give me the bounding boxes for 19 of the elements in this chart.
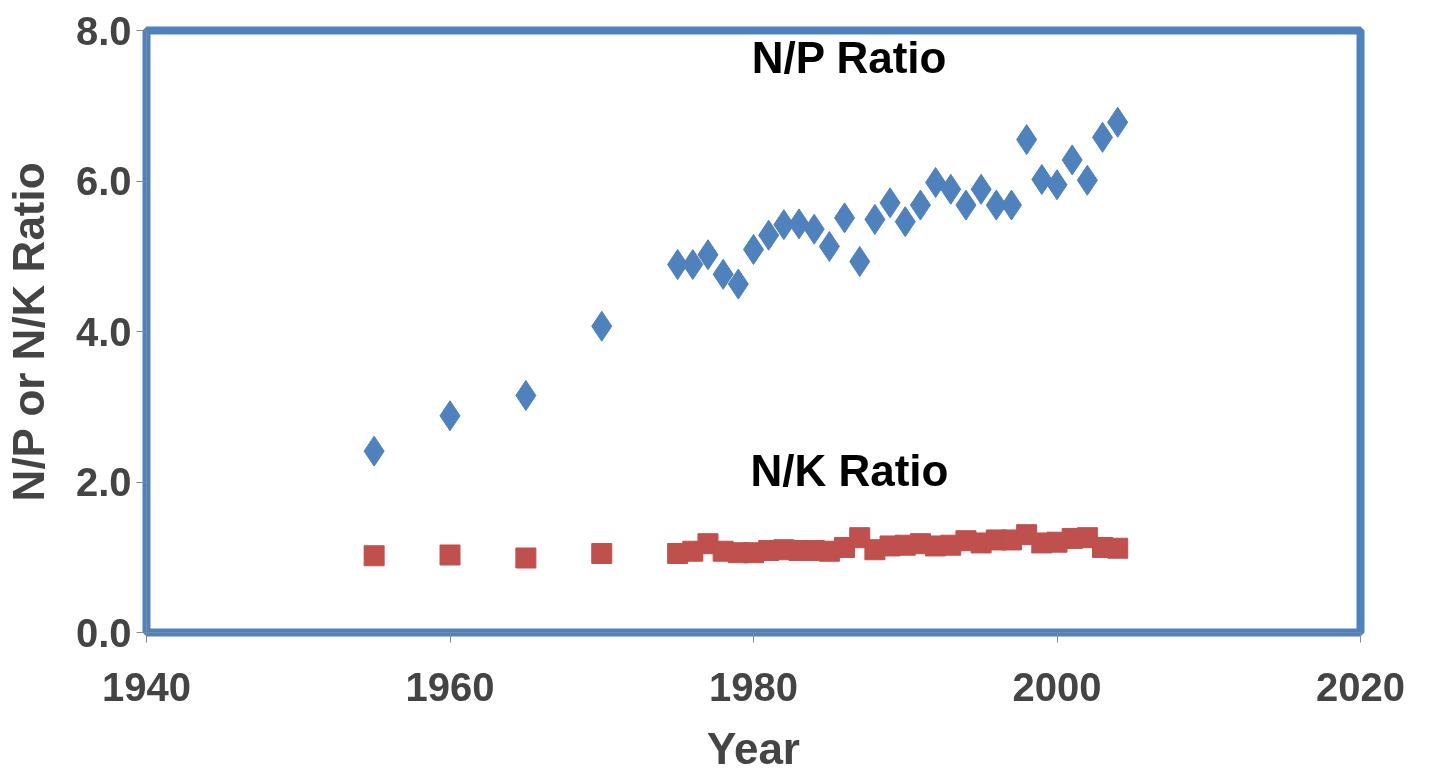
x-axis-title: Year [707, 723, 800, 773]
x-tick-label: 2020 [1316, 664, 1405, 709]
series-label: N/K Ratio [750, 445, 949, 495]
y-tick-label: 0.0 [75, 610, 132, 655]
point [1107, 537, 1129, 559]
y-tick-label: 4.0 [75, 309, 132, 354]
point [363, 545, 385, 567]
x-tick-label: 1960 [405, 664, 495, 709]
point [515, 547, 537, 569]
y-tick-label: 6.0 [75, 159, 132, 203]
y-tick-label: 2.0 [75, 460, 132, 504]
x-tick-label: 2000 [1012, 664, 1102, 709]
x-tick-label: 1980 [709, 664, 798, 709]
point [439, 544, 461, 566]
series-label: N/P Ratio [751, 33, 947, 83]
x-tick-label: 1940 [102, 664, 191, 709]
y-axis-title: N/P or N/K Ratio [3, 162, 53, 502]
point [591, 542, 613, 564]
y-tick-label: 8.0 [75, 8, 132, 53]
